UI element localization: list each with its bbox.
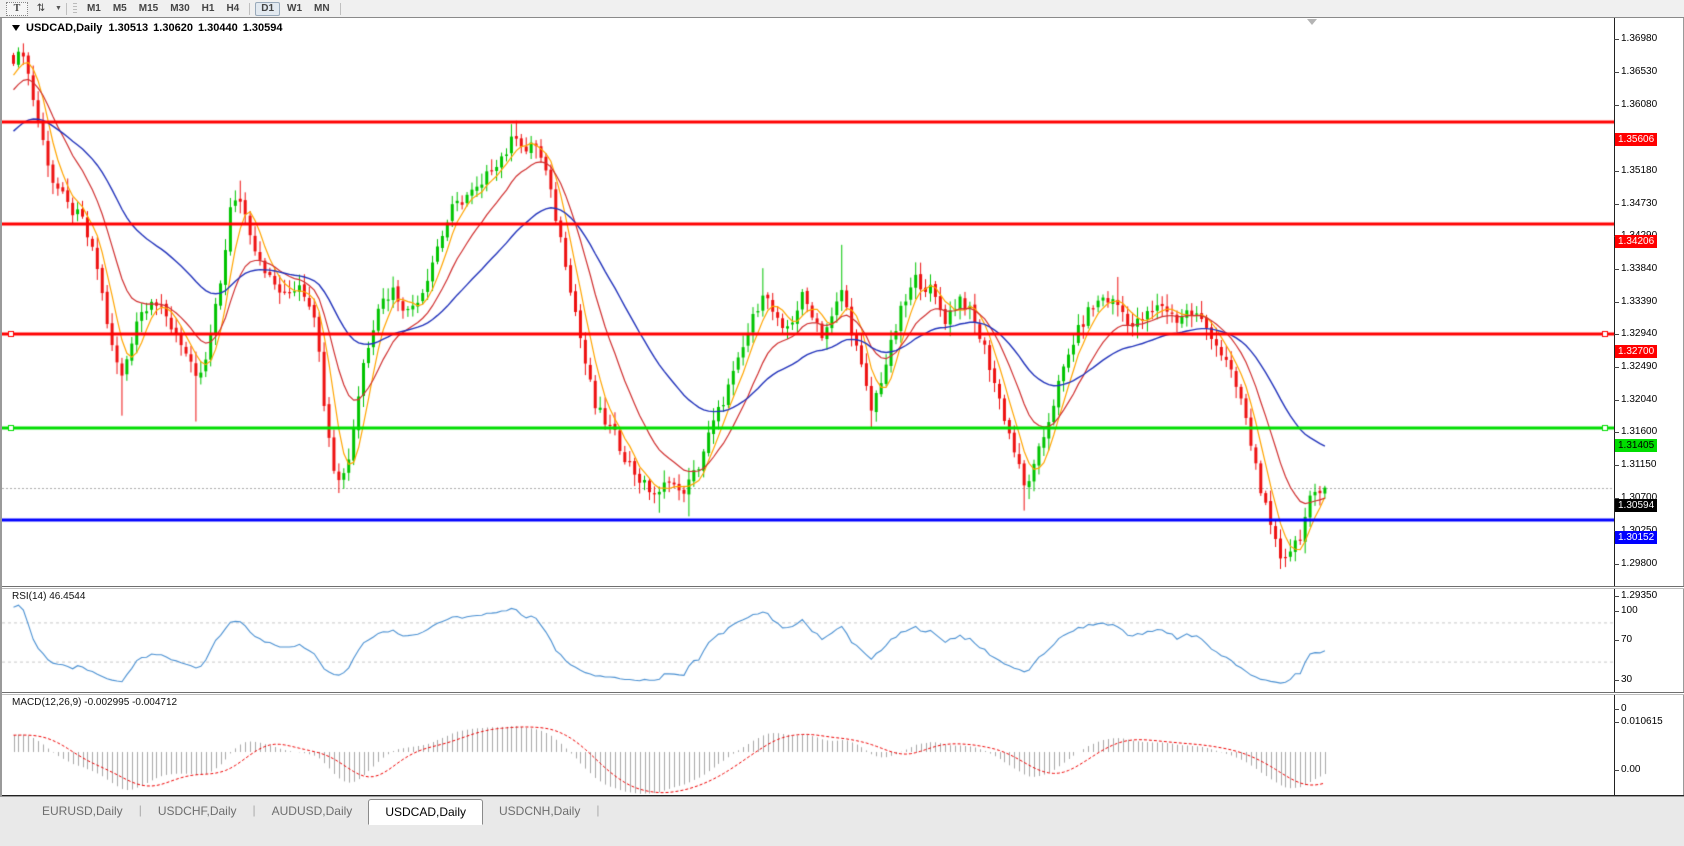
tab-divider: |	[138, 803, 142, 817]
price-axis-label: 1.29350	[1621, 590, 1658, 602]
macd-axis-label: 0.010615	[1621, 715, 1663, 727]
timeframe-button-H4[interactable]: H4	[226, 3, 240, 14]
price-axis-tick	[1614, 465, 1619, 467]
price-axis-tick	[1614, 203, 1619, 205]
rsi-pane-separator[interactable]	[2, 586, 1684, 589]
price-axis-tick	[1614, 596, 1619, 598]
rsi-indicator-canvas[interactable]	[2, 589, 1614, 692]
price-line-label: 1.32700	[1615, 344, 1658, 358]
price-line-label: 1.31405	[1615, 439, 1658, 453]
macd-indicator-canvas[interactable]	[2, 695, 1614, 795]
price-axis-label: 1.31150	[1621, 459, 1657, 471]
price-axis-label: 1.34730	[1621, 197, 1658, 209]
tab-eurusd[interactable]: EURUSD,Daily	[42, 804, 123, 818]
toolbar-separator	[65, 2, 67, 15]
price-axis-tick	[1614, 367, 1619, 369]
price-axis-label: 1.31600	[1621, 426, 1658, 438]
macd-axis-tick	[1614, 770, 1619, 771]
toolbar-separator	[249, 2, 251, 15]
macd-panel-label: MACD(12,26,9) -0.002995 -0.004712	[12, 697, 178, 708]
chart-title: USDCAD,Daily 1.30513 1.30620 1.30440 1.3…	[12, 22, 282, 34]
price-axis-label: 1.32040	[1621, 394, 1658, 406]
price-axis-tick	[1614, 301, 1619, 303]
price-axis-label: 1.29800	[1621, 557, 1658, 569]
price-axis-border	[1614, 18, 1615, 796]
rsi-axis-tick	[1614, 640, 1619, 642]
price-axis-label: 1.36980	[1621, 33, 1658, 45]
price-axis-tick	[1614, 334, 1619, 336]
date-axis-separator	[2, 795, 1684, 796]
timeframe-button-M5[interactable]: M5	[112, 3, 127, 14]
ohlc-high: 1.30620	[153, 22, 193, 34]
price-axis-label: 1.33390	[1621, 295, 1658, 307]
tab-divider: |	[596, 803, 600, 817]
rsi-axis-tick	[1614, 679, 1619, 681]
rsi-axis-label: 0	[1621, 703, 1627, 714]
price-line-label: 1.30152	[1615, 530, 1658, 544]
price-line-label: 1.34206	[1615, 234, 1658, 248]
rsi-axis-tick	[1614, 709, 1619, 710]
timeframe-button-M30[interactable]: M30	[170, 3, 190, 14]
price-axis-label: 1.32940	[1621, 328, 1658, 340]
timeframe-button-M15[interactable]: M15	[138, 3, 159, 14]
macd-pane-separator[interactable]	[2, 692, 1684, 695]
timeframe-button-H1[interactable]: H1	[201, 3, 215, 14]
toolbar-grip	[72, 2, 77, 15]
rsi-axis-tick	[1614, 611, 1619, 612]
timeframe-button-MN[interactable]: MN	[314, 3, 330, 14]
price-axis-tick	[1614, 170, 1619, 172]
symbol-dropdown-icon[interactable]	[12, 25, 20, 31]
dropdown-caret-icon[interactable]: ▼	[55, 5, 62, 12]
price-line-label: 1.35606	[1615, 132, 1658, 146]
text-tool-button[interactable]: T	[6, 1, 28, 16]
tab-usdcad[interactable]: USDCAD,Daily	[368, 799, 483, 825]
rsi-axis-label: 70	[1621, 634, 1633, 646]
macd-axis-tick	[1614, 721, 1619, 723]
price-axis-tick	[1614, 563, 1619, 565]
price-axis-label: 1.36080	[1621, 99, 1658, 111]
timeframe-button-D1[interactable]: D1	[255, 1, 281, 16]
price-axis-tick	[1614, 432, 1619, 434]
toolbar-separator	[339, 2, 341, 15]
price-axis-tick	[1614, 72, 1619, 74]
tab-audusd[interactable]: AUDUSD,Daily	[271, 804, 353, 818]
macd-axis-label: 0.00	[1621, 764, 1641, 775]
chart-window: USDCAD,Daily 1.30513 1.30620 1.30440 1.3…	[0, 18, 1684, 817]
price-axis-label: 1.36530	[1621, 66, 1658, 78]
rsi-axis-label: 30	[1621, 673, 1633, 685]
price-axis-label: 1.32490	[1621, 361, 1658, 373]
ohlc-close: 1.30594	[242, 22, 283, 34]
tab-divider: |	[252, 803, 256, 817]
main-chart-canvas[interactable]	[2, 18, 1614, 585]
price-axis-tick	[1614, 268, 1619, 270]
price-axis-tick	[1614, 105, 1619, 107]
chart-symbol-label: USDCAD,Daily	[26, 22, 103, 34]
tab-usdchf[interactable]: USDCHF,Daily	[157, 804, 237, 818]
rsi-panel-label: RSI(14) 46.4544	[12, 591, 86, 602]
ohlc-low: 1.30440	[197, 22, 238, 34]
ohlc-open: 1.30513	[108, 22, 149, 34]
price-line-label: 1.30594	[1615, 498, 1658, 512]
top-toolbar: T ⇅ ▼ M1 M5 M15 M30 H1 H4 D1 W1 MN	[0, 0, 1684, 18]
rsi-axis-label: 100	[1621, 605, 1638, 616]
cascade-windows-icon[interactable]: ⇅	[36, 3, 46, 14]
price-axis-label: 1.33840	[1621, 262, 1658, 274]
price-axis-label: 1.35180	[1621, 164, 1658, 176]
price-axis-tick	[1614, 400, 1619, 402]
price-axis-label: 1.30250	[1621, 525, 1657, 536]
price-axis-tick	[1614, 497, 1619, 499]
timeframe-toolbar: M1 M5 M15 M30 H1 H4 D1 W1 MN	[81, 1, 345, 16]
symbol-tab-bar: EURUSD,Daily | USDCHF,Daily | AUDUSD,Daily US…	[0, 796, 1684, 846]
price-axis-label: 1.30700	[1621, 491, 1658, 503]
timeframe-button-W1[interactable]: W1	[287, 3, 303, 14]
price-axis-tick	[1614, 39, 1619, 41]
chart-shift-marker[interactable]	[1307, 19, 1317, 25]
timeframe-button-M1[interactable]: M1	[86, 3, 101, 14]
tab-usdcnh[interactable]: USDCNH,Daily	[499, 804, 581, 818]
